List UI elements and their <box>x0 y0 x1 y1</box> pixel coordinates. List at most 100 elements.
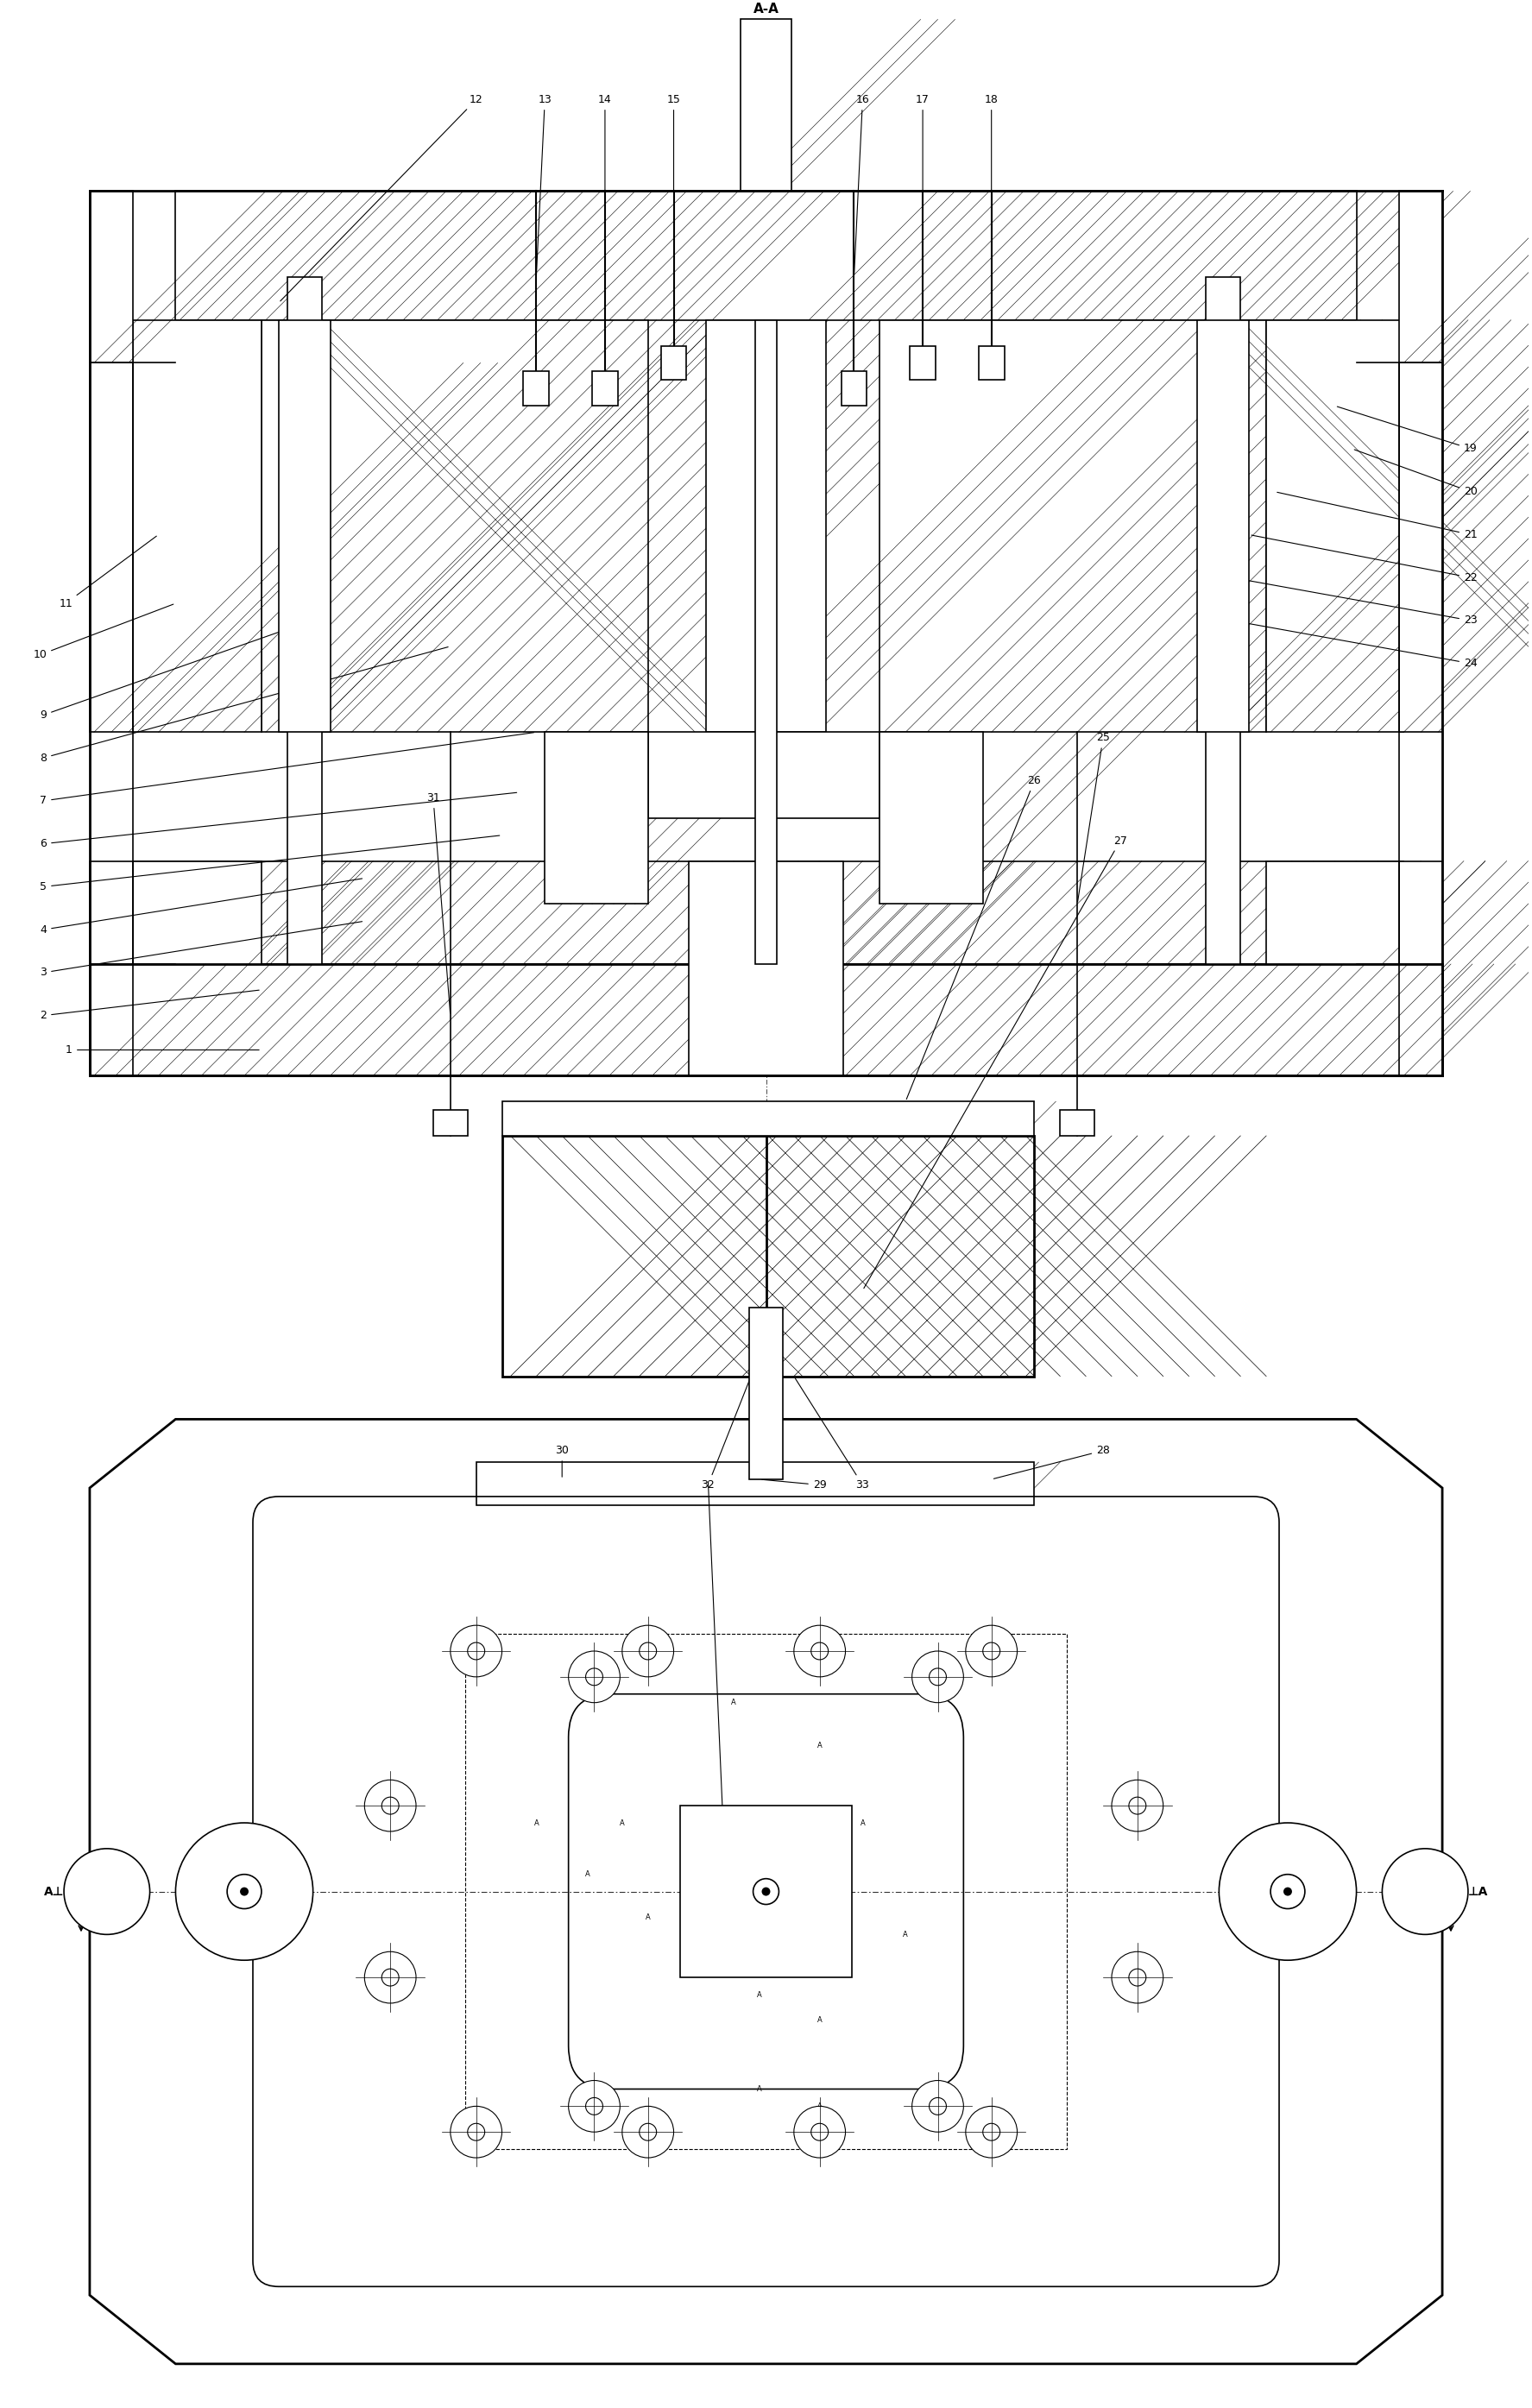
Bar <box>979 347 1005 380</box>
Circle shape <box>241 1888 248 1895</box>
Bar <box>591 371 617 407</box>
Text: A: A <box>817 1741 823 1751</box>
Circle shape <box>1270 1873 1305 1910</box>
Circle shape <box>912 1652 964 1702</box>
Bar <box>476 1462 1034 1505</box>
Circle shape <box>381 1970 398 1987</box>
Bar <box>689 862 843 1076</box>
Bar <box>755 320 777 963</box>
Text: A: A <box>645 1914 651 1922</box>
Text: A: A <box>619 1818 625 1828</box>
Text: 23: 23 <box>1235 578 1477 626</box>
Circle shape <box>930 2097 947 2114</box>
Circle shape <box>930 1669 947 1686</box>
Circle shape <box>622 1625 674 1676</box>
Circle shape <box>568 2081 620 2131</box>
Bar <box>749 1308 783 1479</box>
Text: 1: 1 <box>66 1045 259 1055</box>
Text: 8: 8 <box>40 648 447 763</box>
Bar <box>502 1137 1034 1377</box>
Circle shape <box>1129 1796 1146 1813</box>
Text: A-A: A-A <box>754 2 778 14</box>
Circle shape <box>1129 1970 1146 1987</box>
Circle shape <box>585 2097 602 2114</box>
Text: 7: 7 <box>40 732 533 807</box>
Circle shape <box>1112 1950 1163 2003</box>
Text: 33: 33 <box>795 1377 870 1491</box>
Bar <box>879 320 1267 732</box>
Text: A: A <box>817 2102 823 2109</box>
Text: 21: 21 <box>1278 491 1477 539</box>
Bar <box>1198 320 1249 732</box>
Circle shape <box>1382 1849 1468 1934</box>
Bar <box>660 347 686 380</box>
Bar <box>524 371 548 407</box>
Circle shape <box>365 1950 417 2003</box>
Bar <box>706 320 826 732</box>
Bar <box>262 320 648 732</box>
Text: 27: 27 <box>864 836 1128 1288</box>
Circle shape <box>450 2107 502 2158</box>
Bar <box>133 320 262 732</box>
Circle shape <box>810 1642 829 1659</box>
Circle shape <box>912 2081 964 2131</box>
Circle shape <box>365 1780 417 1832</box>
Text: 32: 32 <box>702 1377 751 1491</box>
Text: A: A <box>817 2015 823 2025</box>
Bar <box>176 190 1356 320</box>
Circle shape <box>754 1878 778 1905</box>
Text: 3: 3 <box>40 922 362 978</box>
Circle shape <box>381 1796 398 1813</box>
Bar <box>648 732 879 819</box>
Bar <box>90 364 133 732</box>
Text: 26: 26 <box>907 775 1042 1098</box>
Circle shape <box>794 2107 846 2158</box>
Text: A: A <box>902 1931 908 1938</box>
Text: 5: 5 <box>40 836 499 893</box>
Text: 2: 2 <box>40 990 259 1021</box>
Text: 16: 16 <box>855 94 870 275</box>
Circle shape <box>984 2124 1000 2141</box>
Text: A: A <box>859 1818 866 1828</box>
Text: 18: 18 <box>985 94 999 275</box>
Text: 30: 30 <box>555 1445 568 1476</box>
Bar <box>434 1110 467 1137</box>
Circle shape <box>467 2124 484 2141</box>
Circle shape <box>622 2107 674 2158</box>
Circle shape <box>965 1625 1017 1676</box>
Text: 17: 17 <box>916 94 930 275</box>
Bar <box>1206 277 1241 963</box>
Bar <box>90 862 133 963</box>
Text: 10: 10 <box>34 604 173 660</box>
Text: 25: 25 <box>1077 732 1109 901</box>
Text: A: A <box>585 1871 590 1878</box>
Bar <box>910 347 936 380</box>
Text: 29: 29 <box>761 1479 826 1491</box>
Text: A: A <box>1448 1866 1454 1873</box>
Bar <box>1399 364 1442 732</box>
Text: A: A <box>757 1991 761 1999</box>
Bar <box>1060 1110 1094 1137</box>
Text: 6: 6 <box>40 792 516 850</box>
Bar <box>90 963 1442 1076</box>
Text: 15: 15 <box>666 94 680 275</box>
Bar <box>1399 190 1442 364</box>
Bar <box>1267 862 1403 1076</box>
Circle shape <box>585 1669 602 1686</box>
Text: A: A <box>533 1818 539 1828</box>
Bar <box>502 1100 1034 1137</box>
Text: 4: 4 <box>40 879 362 934</box>
Text: ⊥A: ⊥A <box>1468 1885 1488 1898</box>
Bar <box>466 1635 1066 2150</box>
Text: 19: 19 <box>1337 407 1477 455</box>
Circle shape <box>450 1625 502 1676</box>
Bar <box>1399 862 1442 963</box>
Circle shape <box>1112 1780 1163 1832</box>
Bar <box>286 277 322 963</box>
Text: 31: 31 <box>426 792 450 1014</box>
Text: 13: 13 <box>536 94 552 275</box>
Circle shape <box>176 1823 313 1960</box>
Text: 20: 20 <box>1354 450 1477 498</box>
Text: 14: 14 <box>597 94 611 275</box>
Circle shape <box>1219 1823 1356 1960</box>
